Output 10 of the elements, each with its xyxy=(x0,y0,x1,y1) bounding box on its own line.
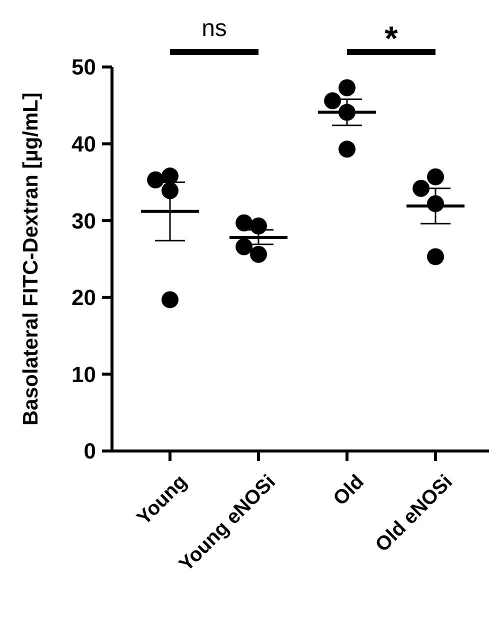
y-tick-label: 20 xyxy=(72,285,96,310)
y-tick-label: 10 xyxy=(72,362,96,387)
x-tick-label: Old xyxy=(329,470,368,510)
y-axis-title: Basolateral FITC-Dextran [µg/mL] xyxy=(19,92,42,426)
y-tick-label: 30 xyxy=(72,208,96,234)
y-tick-label: 40 xyxy=(72,132,96,156)
y-tick-label: 0 xyxy=(84,438,96,464)
y-tick-label: 50 xyxy=(72,54,96,80)
text: * xyxy=(384,20,399,58)
text: ns xyxy=(202,15,227,42)
